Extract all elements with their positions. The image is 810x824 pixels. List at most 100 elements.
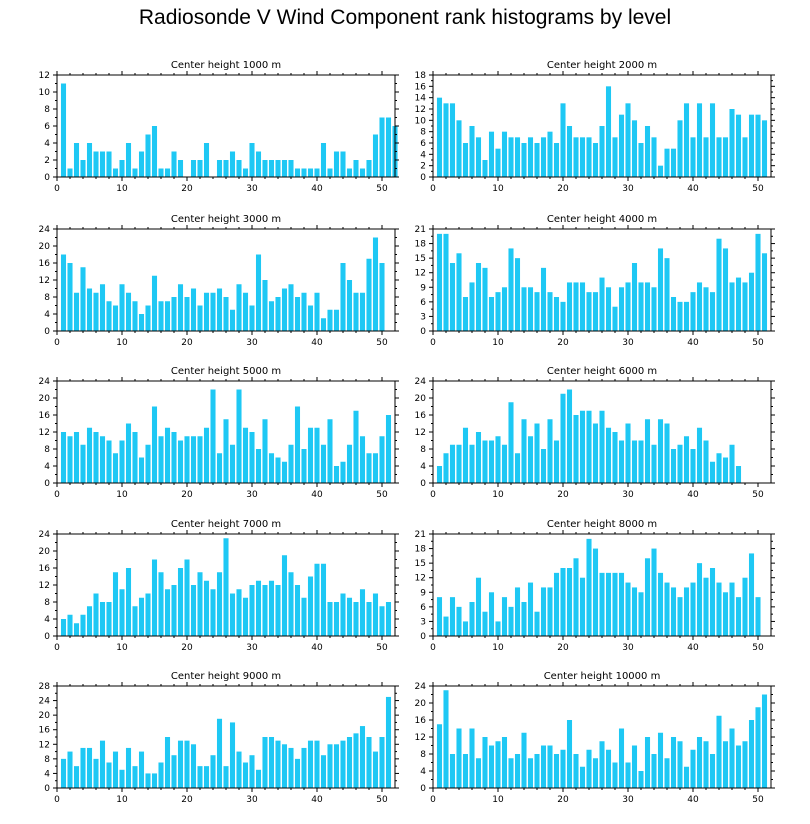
histogram-bar [242, 427, 249, 483]
histogram-bar [735, 114, 742, 177]
histogram-bar [514, 453, 521, 483]
histogram-bar [618, 572, 625, 636]
histogram-bar [320, 563, 327, 636]
histogram-panel: Center height 2000 m0 10 20 30 40 50024681012… [415, 60, 775, 194]
histogram-bar [197, 160, 203, 177]
histogram-bar [125, 747, 132, 788]
histogram-bar [573, 282, 579, 331]
x-tick-label: 50 [752, 643, 764, 653]
histogram-bar [722, 248, 729, 331]
y-tick-label: 15 [415, 559, 426, 569]
histogram-bar [385, 415, 392, 483]
histogram-bar [677, 301, 683, 331]
histogram-bar [729, 444, 735, 483]
x-tick-label: 0 [54, 184, 60, 194]
histogram-bar [664, 758, 670, 788]
histogram-bar [612, 306, 618, 331]
histogram-bar [151, 559, 158, 636]
histogram-bar [514, 258, 521, 331]
histogram-bar [275, 740, 281, 788]
histogram-bar [281, 744, 288, 788]
histogram-bar [638, 440, 644, 483]
histogram-bar [560, 301, 566, 331]
histogram-bar [651, 444, 657, 483]
histogram-bar [677, 597, 683, 636]
histogram-bar [229, 593, 236, 636]
histogram-bar [327, 309, 333, 331]
histogram-panel: Center height 5000 m 0 10 20 30 40 50 0 4 8 12 16 20… [39, 366, 399, 500]
histogram-bar [301, 168, 307, 177]
histogram-bar [229, 722, 236, 788]
histogram-bar [579, 137, 586, 177]
histogram-bar [755, 233, 761, 331]
y-tick-label: 12 [39, 581, 50, 591]
histogram-bar [242, 597, 249, 636]
histogram-bar [268, 301, 275, 331]
histogram-bar [80, 267, 86, 331]
x-tick-label: 50 [376, 643, 388, 653]
histogram-bar [761, 120, 768, 177]
histogram-bar [372, 751, 379, 788]
histogram-bar [262, 160, 268, 177]
histogram-bar [80, 444, 86, 483]
histogram-bar [449, 754, 456, 788]
histogram-bar [729, 109, 735, 177]
histogram-bar [638, 143, 644, 177]
histogram-bar [359, 168, 366, 177]
histogram-bar [307, 427, 314, 483]
histogram-bar [540, 587, 547, 636]
y-tick-label: 12 [39, 276, 50, 286]
histogram-bar [501, 444, 508, 483]
histogram-bar [521, 602, 527, 636]
x-tick-label: 40 [311, 490, 323, 500]
histogram-bar [560, 749, 566, 788]
histogram-bar [547, 419, 553, 483]
histogram-bar [190, 288, 197, 331]
histogram-bar [177, 160, 184, 177]
histogram-bar [93, 432, 99, 483]
histogram-bar [547, 292, 553, 331]
histogram-bar [690, 137, 696, 177]
histogram-bar [275, 457, 281, 483]
histogram-bar [294, 406, 301, 483]
histogram-bar [651, 287, 657, 331]
histogram-bar [631, 120, 638, 177]
histogram-bar [138, 597, 145, 636]
histogram-bar [638, 592, 644, 636]
histogram-bar [475, 263, 482, 331]
histogram-bar [729, 282, 735, 331]
histogram-bar [527, 758, 534, 788]
histogram-bar [275, 585, 281, 636]
histogram-bar [553, 297, 560, 331]
histogram-bar [579, 766, 586, 788]
histogram-bar [599, 126, 605, 177]
histogram-bar [501, 737, 508, 788]
histogram-bar [262, 737, 268, 788]
histogram-bar [268, 737, 275, 788]
x-tick-label: 10 [492, 490, 504, 500]
histogram-bar [462, 621, 469, 636]
y-tick-label: 4 [44, 139, 50, 149]
histogram-bar [696, 563, 703, 636]
histogram-bar [625, 282, 631, 331]
histogram-bar [359, 726, 366, 788]
histogram-bar [268, 453, 275, 483]
histogram-bar [210, 589, 216, 636]
histogram-bar [644, 126, 651, 177]
histogram-bar [268, 160, 275, 177]
panel-title: Center height 5000 m [171, 366, 281, 377]
histogram-bar [514, 754, 521, 788]
histogram-bar [527, 287, 534, 331]
histogram-bar [307, 740, 314, 788]
y-tick-label: 3 [420, 617, 426, 627]
histogram-bar [158, 168, 164, 177]
y-tick-label: 18 [415, 545, 427, 555]
histogram-bar [359, 436, 366, 483]
histogram-bar [93, 593, 99, 636]
histogram-bar [353, 410, 359, 483]
histogram-bar [177, 740, 184, 788]
histogram-bar [605, 287, 612, 331]
histogram-bar [716, 238, 722, 331]
histogram-bar [579, 410, 586, 483]
